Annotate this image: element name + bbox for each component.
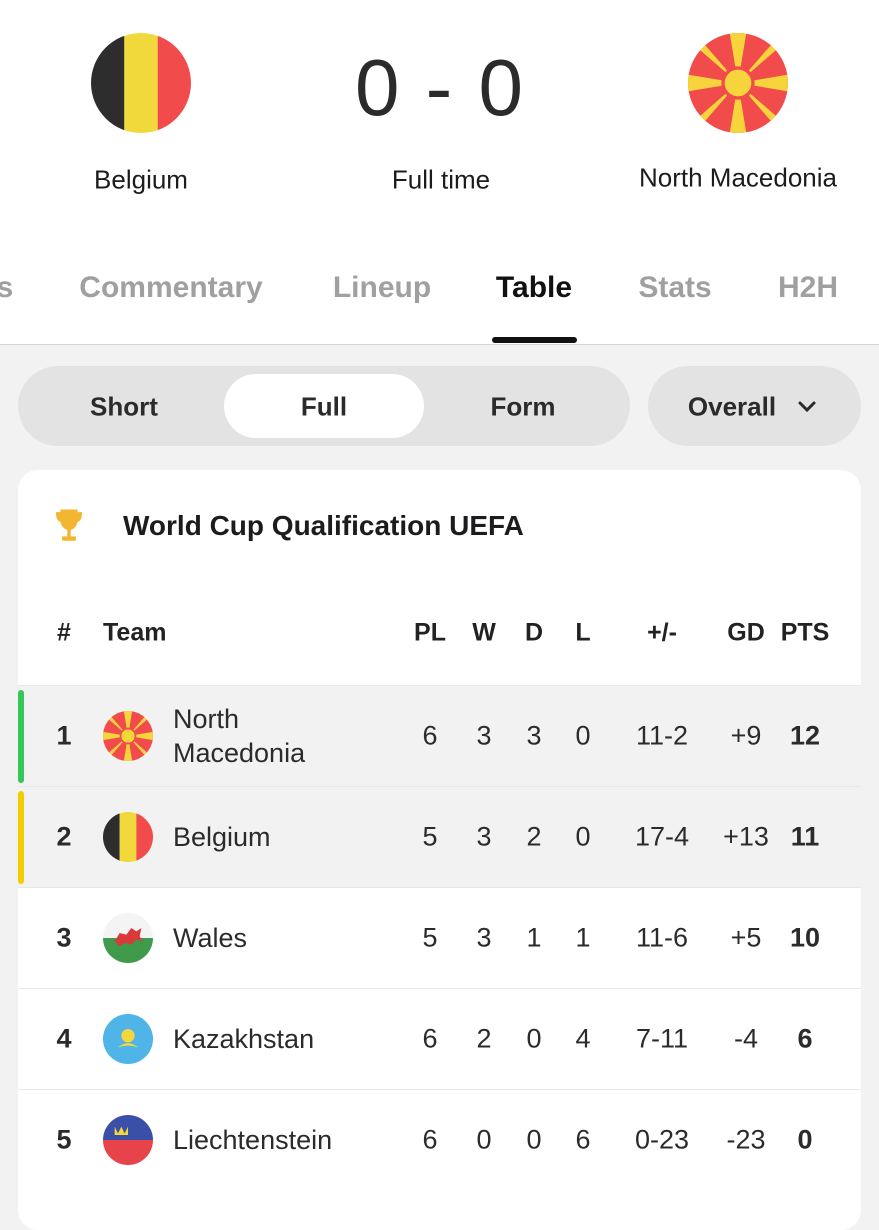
team-name: Wales <box>173 923 248 953</box>
team-flag <box>103 711 153 761</box>
segment[interactable]: Short <box>90 391 158 422</box>
qualification-marker <box>18 690 24 783</box>
table-cell: 5 <box>422 821 438 852</box>
table-cell: 3 <box>526 720 542 751</box>
table-cell: 1 <box>56 720 72 751</box>
table-cell: 17-4 <box>634 821 690 852</box>
tab[interactable]: Lineup <box>332 271 432 304</box>
column-header: L <box>575 618 591 647</box>
team-flag <box>103 1014 153 1064</box>
tab-indicator <box>492 337 577 343</box>
away-team: North Macedonia <box>639 162 837 193</box>
column-header: D <box>524 618 544 647</box>
tab[interactable]: Commentary <box>79 271 263 304</box>
column-header: # <box>57 618 71 647</box>
table-cell: 11 <box>790 821 820 852</box>
table-cell: 0 <box>575 821 591 852</box>
table-cell: 1 <box>575 922 591 953</box>
column-header: +/- <box>647 618 677 647</box>
table-cell: 0 <box>575 720 591 751</box>
table-cell: 5 <box>56 1124 72 1155</box>
standings-card: World Cup Qualification UEFA # Team PL W D L +… <box>18 470 861 1230</box>
tab[interactable]: H2H <box>777 271 839 304</box>
team-name: North Macedonia <box>173 704 306 768</box>
table-cell: 6 <box>422 720 438 751</box>
dropdown[interactable] <box>648 366 861 446</box>
table-cell: 6 <box>797 1023 813 1054</box>
table-cell: 0 <box>476 1124 492 1155</box>
team-name: Kazakhstan <box>173 1024 315 1054</box>
trophy-icon <box>56 509 82 542</box>
tab-active[interactable]: Table <box>495 271 573 304</box>
team-flag <box>103 913 153 963</box>
tab[interactable]: Stats <box>638 271 712 304</box>
table-cell: 7-11 <box>635 1023 689 1054</box>
table-cell: 3 <box>476 922 492 953</box>
table-cell: -4 <box>733 1023 759 1054</box>
team-name: Liechtenstein <box>173 1125 333 1155</box>
table-cell: 4 <box>575 1023 591 1054</box>
standings-row: 2 Belgium 5 3 2 0 17-4 +13 11 <box>18 786 861 888</box>
column-header: W <box>472 618 496 647</box>
segment-selected <box>224 374 424 438</box>
match-status: Full time <box>391 164 491 195</box>
table-cell: +9 <box>730 720 762 751</box>
away-flag <box>688 33 788 133</box>
segment-active[interactable]: Full <box>300 391 348 422</box>
table-cell: 3 <box>56 922 72 953</box>
table-cell: 6 <box>422 1023 438 1054</box>
table-cell: +13 <box>723 821 769 852</box>
home-flag <box>91 33 191 133</box>
team-flag <box>103 812 153 862</box>
segment[interactable]: Form <box>490 391 556 422</box>
table-cell: 11-6 <box>635 922 689 953</box>
table-cell: 2 <box>56 821 72 852</box>
table-cell: 11-2 <box>635 720 689 751</box>
table-cell: 3 <box>476 720 492 751</box>
standings-row: 1 North Macedonia 6 3 3 0 11-2 +9 12 <box>18 685 861 787</box>
dropdown-label[interactable]: Overall <box>687 391 777 422</box>
table-cell: 12 <box>789 720 821 751</box>
table-cell: 2 <box>526 821 542 852</box>
table-cell: +5 <box>730 922 762 953</box>
team-name: Belgium <box>173 822 271 852</box>
standings-row: 4 Kazakhstan 6 2 0 4 7-11 -4 6 <box>18 988 861 1090</box>
table-cell: 2 <box>476 1023 492 1054</box>
table-cell: 1 <box>526 922 542 953</box>
table-cell: 0-23 <box>634 1124 690 1155</box>
table-cell: 6 <box>422 1124 438 1155</box>
table-cell: 0 <box>797 1124 813 1155</box>
team-flag <box>103 1115 153 1165</box>
score: 0 - 0 <box>354 43 526 132</box>
table-cell: 3 <box>476 821 492 852</box>
table-cell: 10 <box>789 922 821 953</box>
table-cell: 6 <box>575 1124 591 1155</box>
table-cell: 0 <box>526 1124 542 1155</box>
table-cell: 0 <box>526 1023 542 1054</box>
standings-row: 5 Liechtenstein 6 0 0 6 0-23 -23 0 <box>18 1089 861 1191</box>
home-team: Belgium <box>94 164 188 195</box>
column-header: PL <box>414 618 446 647</box>
competition-title: World Cup Qualification UEFA <box>123 510 524 541</box>
column-header: PTS <box>780 618 830 647</box>
column-header: Team <box>103 618 167 647</box>
table-cell: -23 <box>726 1124 766 1155</box>
dropdown-chevron <box>798 401 816 413</box>
qualification-marker <box>18 791 24 884</box>
table-cell: 5 <box>422 922 438 953</box>
table-cell: 4 <box>56 1023 72 1054</box>
tab[interactable]: s <box>0 271 14 304</box>
column-header: GD <box>727 618 765 647</box>
standings-row: 3 Wales 5 3 1 1 11-6 +5 10 <box>18 887 861 989</box>
